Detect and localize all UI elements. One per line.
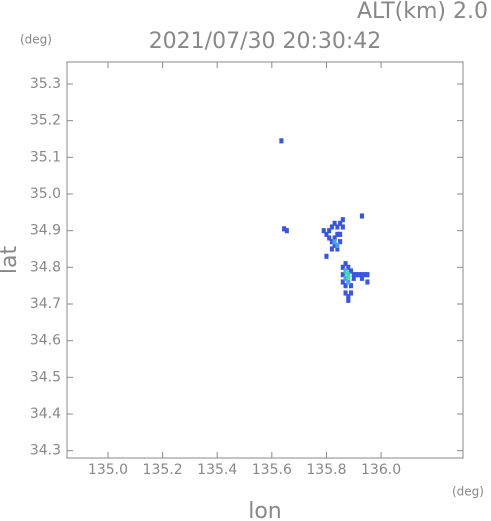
x-axis-label: lon xyxy=(248,499,282,521)
x-tick-label: 135.6 xyxy=(252,462,292,478)
echo-cell xyxy=(346,273,351,280)
echo-cell xyxy=(346,297,351,303)
echo-cell xyxy=(357,272,362,278)
echo-cell xyxy=(335,231,340,237)
y-tick-label: 34.6 xyxy=(30,333,61,349)
echo-cell xyxy=(343,290,348,296)
echo-cell xyxy=(359,275,364,281)
echo-cell xyxy=(344,270,349,276)
y-tick-label: 34.4 xyxy=(30,406,61,422)
y-tick-label: 34.7 xyxy=(30,296,61,312)
echo-cell xyxy=(340,264,345,270)
echo-cell xyxy=(346,294,351,300)
echo-cell xyxy=(348,268,354,274)
echo-cell xyxy=(340,272,345,278)
echo-cell xyxy=(327,228,332,234)
echo-cell xyxy=(327,235,332,241)
echo-cell xyxy=(329,224,334,230)
echo-cell xyxy=(332,235,337,241)
echo-cell xyxy=(359,213,364,219)
y-tick-label: 35.3 xyxy=(30,76,61,92)
chart-title: 2021/07/30 20:30:42 xyxy=(149,29,382,54)
y-tick-label: 35.1 xyxy=(30,149,61,165)
echo-cell xyxy=(332,242,337,248)
subtitle: ALT(km) 2.0 xyxy=(357,0,488,24)
echo-cell xyxy=(321,228,326,234)
x-tick-label: 136.0 xyxy=(361,462,401,478)
echo-cell xyxy=(279,138,284,144)
echo-cell xyxy=(282,226,287,232)
y-axis-label: lat xyxy=(0,246,22,275)
echo-cell xyxy=(332,239,337,245)
echo-cell xyxy=(346,279,351,285)
echo-cell xyxy=(338,220,343,226)
echo-cell xyxy=(329,239,334,245)
echo-cell xyxy=(343,275,348,281)
x-unit: (deg) xyxy=(452,485,484,499)
echo-cell xyxy=(346,264,351,270)
echo-cell xyxy=(343,261,348,267)
echo-cell xyxy=(351,272,356,278)
echo-cell xyxy=(365,272,370,278)
y-tick-label: 34.3 xyxy=(30,443,61,459)
echo-cell xyxy=(335,246,340,252)
echo-cell xyxy=(324,231,329,237)
echo-cell xyxy=(348,283,354,289)
echo-cell xyxy=(335,242,340,248)
echo-cell xyxy=(354,272,359,278)
plot-frame xyxy=(66,61,464,459)
y-tick-label: 34.9 xyxy=(30,223,61,239)
echo-cell xyxy=(340,224,345,230)
echo-cell xyxy=(343,283,348,289)
echo-cell xyxy=(324,253,329,259)
x-tick-label: 135.8 xyxy=(306,462,346,478)
echo-cell xyxy=(284,228,289,234)
echo-cell xyxy=(359,272,364,278)
x-tick-label: 135.2 xyxy=(143,462,183,478)
y-tick-label: 35.2 xyxy=(30,113,61,129)
echo-cell xyxy=(351,275,356,281)
echo-cell xyxy=(332,220,337,226)
y-tick-label: 35.0 xyxy=(30,186,61,202)
echo-cell xyxy=(340,217,345,223)
y-tick-label: 34.5 xyxy=(30,369,61,385)
echo-cell xyxy=(348,290,354,296)
echo-cell xyxy=(340,279,345,285)
echo-cell xyxy=(329,246,334,252)
echo-cell xyxy=(362,272,367,278)
x-tick-label: 135.0 xyxy=(88,462,128,478)
y-tick-label: 34.8 xyxy=(30,259,61,275)
echo-cell xyxy=(335,224,340,230)
echo-cell xyxy=(338,239,343,245)
echo-cell xyxy=(338,231,343,237)
x-tick-label: 135.4 xyxy=(197,462,237,478)
echo-cell xyxy=(365,279,370,285)
y-unit: (deg) xyxy=(20,33,52,47)
